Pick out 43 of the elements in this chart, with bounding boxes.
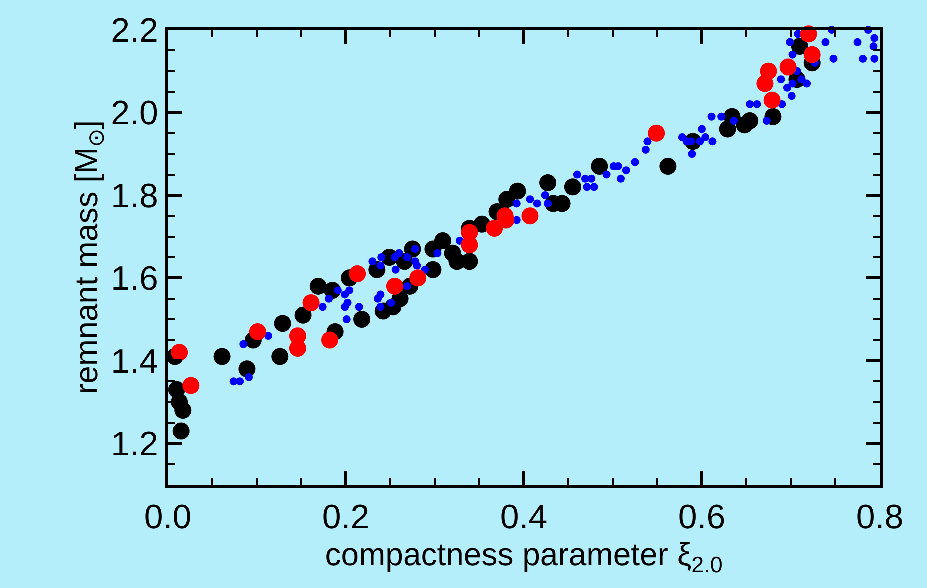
point — [660, 158, 677, 175]
point — [564, 178, 582, 196]
point — [764, 92, 781, 109]
y-tick-label: 2.2 — [111, 12, 158, 50]
point — [410, 270, 427, 287]
point — [321, 332, 338, 349]
point — [486, 220, 504, 238]
x-tick-label: 0.4 — [500, 498, 548, 537]
point — [804, 46, 821, 64]
point — [780, 58, 797, 76]
point — [461, 253, 478, 270]
point — [249, 323, 266, 340]
y-tick-label: 1.6 — [111, 260, 158, 298]
point — [509, 182, 526, 200]
y-tick-label: 1.8 — [111, 177, 158, 216]
y-tick-label: 1.4 — [111, 342, 158, 381]
point — [648, 124, 666, 142]
point — [742, 112, 759, 130]
point — [172, 422, 190, 440]
x-axis-title: compactness parameter ξ$_{2.0}$ — [325, 536, 723, 578]
point — [386, 278, 404, 295]
x-tick-label: 0.2 — [322, 498, 370, 537]
point — [591, 158, 608, 175]
point — [354, 311, 371, 328]
y-tick-label: 1.2 — [111, 426, 158, 464]
x-tick-label: 0.6 — [678, 498, 726, 537]
y-tick-label: 2.0 — [111, 94, 158, 133]
point — [171, 344, 188, 362]
point — [294, 306, 312, 324]
x-tick-label: 0.8 — [856, 498, 904, 537]
point — [272, 348, 289, 366]
point — [182, 377, 200, 394]
point — [310, 278, 327, 295]
point — [349, 266, 366, 283]
point — [540, 174, 557, 192]
point — [214, 348, 231, 366]
point — [522, 208, 539, 225]
point — [174, 402, 192, 420]
point — [434, 232, 452, 250]
point — [274, 315, 292, 332]
x-tick-label: 0.0 — [144, 498, 192, 537]
point — [302, 294, 320, 312]
point — [756, 75, 774, 92]
